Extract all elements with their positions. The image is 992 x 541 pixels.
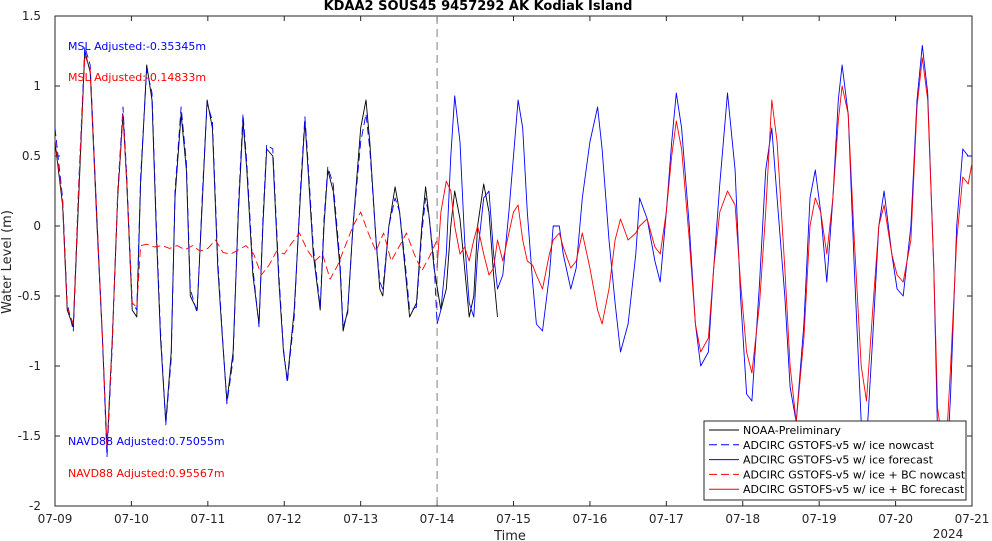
x-tick-label: 07-10 (114, 512, 149, 526)
y-tick-label: 1.5 (22, 9, 41, 23)
x-tick-label: 07-12 (267, 512, 302, 526)
legend-entry: ADCIRC GSTOFS-v5 w/ ice forecast (743, 454, 934, 467)
x-tick-label: 07-14 (420, 512, 455, 526)
series-line-3 (436, 44, 972, 500)
x-tick-label: 07-11 (190, 512, 225, 526)
plot-area: 07-09 07-10 07-11 07-12 07-13 07-14 07-15 07-16… (18, 9, 990, 526)
y-tick-label: 0 (33, 219, 41, 233)
x-tick-label: 07-21 (955, 512, 990, 526)
legend-box (703, 420, 967, 501)
x-tick-label: 07-15 (496, 512, 531, 526)
y-tick-label: -2 (29, 499, 41, 513)
y-axis-label: Water Level (m) (0, 210, 15, 314)
series-group (54, 44, 973, 500)
x-tick-label: 07-19 (802, 512, 837, 526)
annotation-label: MSL Adjusted:-0.35345m (68, 40, 206, 53)
x-axis: 07-09 07-10 07-11 07-12 07-13 07-14 07-15 07-16… (38, 16, 990, 526)
y-tick-label: -0.5 (18, 289, 41, 303)
y-tick-label: -1.5 (18, 429, 41, 443)
series-line-5 (436, 57, 973, 465)
y-axis: -2 -1.5 -1 -0.5 0 0.5 1 1.5 (18, 9, 972, 513)
x-tick-label: 07-17 (649, 512, 684, 526)
legend-entry: NOAA-Preliminary (743, 424, 841, 437)
series-line-2 (54, 46, 438, 458)
chart-title: KDAA2 SOUS45 9457292 AK Kodiak Island (324, 0, 633, 14)
x-tick-label: 07-20 (878, 512, 913, 526)
legend-entry: ADCIRC GSTOFS-v5 w/ ice + BC nowcast (743, 468, 966, 481)
legend-entry: ADCIRC GSTOFS-v5 w/ ice nowcast (743, 439, 935, 452)
legend: NOAA-Preliminary ADCIRC GSTOFS-v5 w/ ice … (703, 420, 967, 501)
legend-entry: ADCIRC GSTOFS-v5 w/ ice + BC forecast (743, 483, 965, 496)
annotations: MSL Adjusted:-0.35345m MSL Adjusted:-0.14… (68, 40, 225, 480)
x-tick-label: 07-18 (725, 512, 760, 526)
annotation-label: NAVD88 Adjusted:0.75055m (68, 435, 225, 448)
x-tick-label: 07-13 (343, 512, 378, 526)
y-tick-label: 0.5 (22, 149, 41, 163)
x-tick-label: 07-09 (38, 512, 73, 526)
y-tick-label: 1 (33, 79, 41, 93)
annotation-label: NAVD88 Adjusted:0.95567m (68, 467, 225, 480)
year-label: 2024 (933, 527, 964, 541)
x-tick-label: 07-16 (572, 512, 607, 526)
annotation-label: MSL Adjusted:-0.14833m (68, 71, 206, 84)
series-line-4 (54, 54, 438, 448)
y-tick-label: -1 (29, 359, 41, 373)
x-axis-label: Time (493, 529, 526, 541)
